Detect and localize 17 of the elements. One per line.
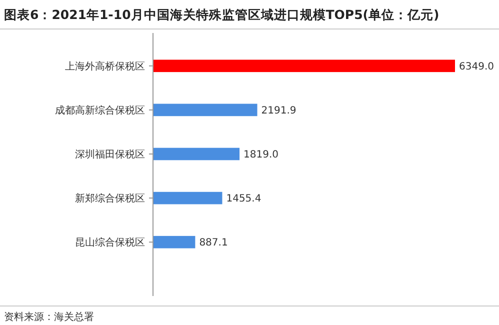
data-label: 2191.9 (261, 105, 296, 116)
bar (153, 236, 196, 248)
y-tick-label: 上海外高桥保税区 (65, 60, 145, 72)
chart-title: 图表6：2021年1-10月中国海关特殊监管区域进口规模TOP5(单位：亿元) (4, 7, 440, 22)
y-tick-label: 深圳福田保税区 (75, 148, 145, 160)
y-tick-label: 昆山综合保税区 (75, 236, 145, 249)
data-label: 6349.0 (459, 61, 494, 72)
bar (153, 192, 222, 204)
data-label: 1819.0 (244, 150, 279, 160)
y-tick-label: 新郑综合保税区 (75, 192, 145, 205)
y-tick-label: 成都高新综合保税区 (55, 104, 145, 116)
data-label: 1455.4 (226, 194, 262, 205)
bar (153, 60, 455, 72)
bar (153, 104, 258, 116)
text: 资料来源：海关总署 (4, 311, 94, 323)
data-label: 887.1 (199, 238, 228, 249)
bar (153, 148, 240, 160)
